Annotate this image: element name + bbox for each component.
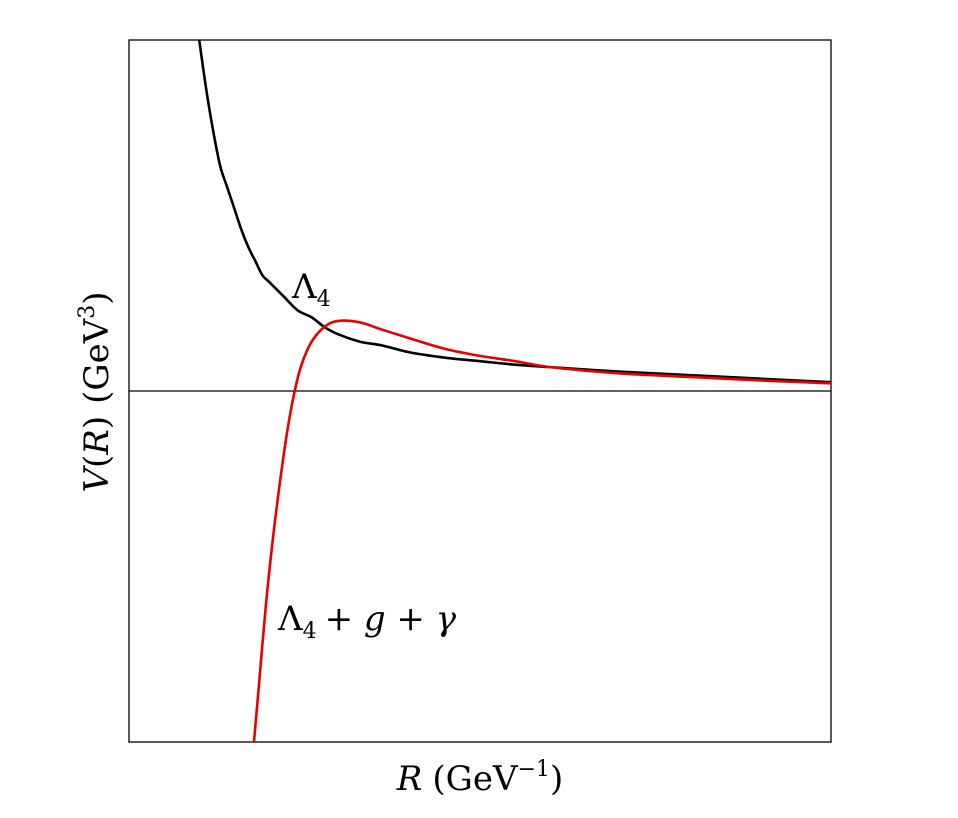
x-axis-label: R (GeV−1) [396,757,563,799]
series-line-lambda4 [197,40,831,384]
series-label-lambda4-g-gamma: Λ4 + g + γ [277,599,457,644]
y-axis-label: V(R)(GeV3) [75,291,117,492]
series-layer [197,40,831,742]
series-line-lambda4-g-gamma [252,319,831,742]
series-label-lambda4: Λ4 [291,267,331,312]
